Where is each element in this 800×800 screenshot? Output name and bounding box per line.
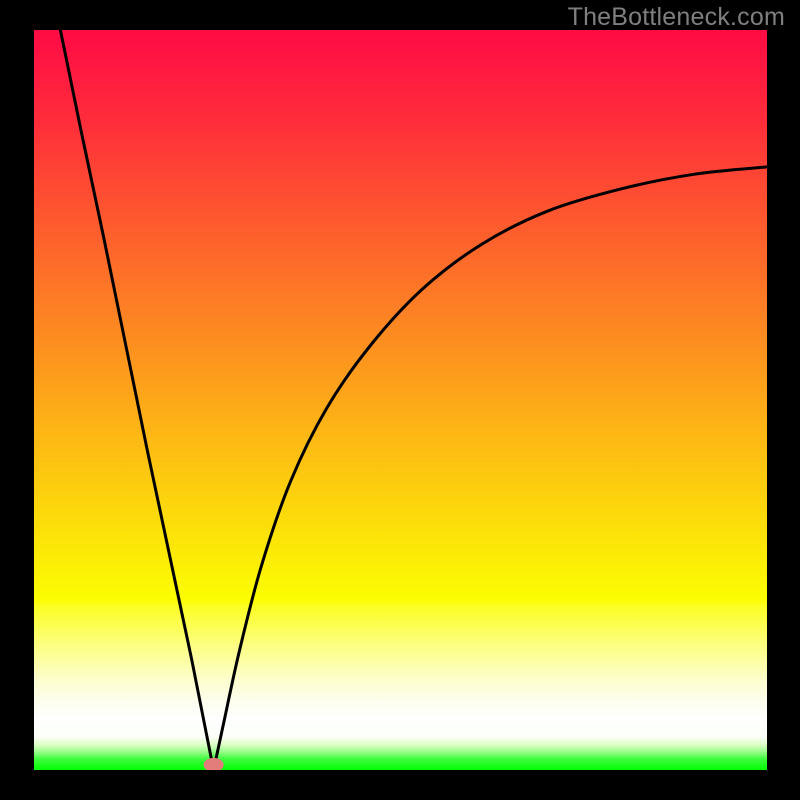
curve-svg — [34, 30, 767, 770]
canvas: TheBottleneck.com — [0, 0, 800, 800]
minimum-marker — [204, 758, 224, 770]
bottleneck-curve — [60, 30, 767, 770]
plot-area — [34, 30, 767, 770]
watermark-text: TheBottleneck.com — [568, 3, 785, 32]
